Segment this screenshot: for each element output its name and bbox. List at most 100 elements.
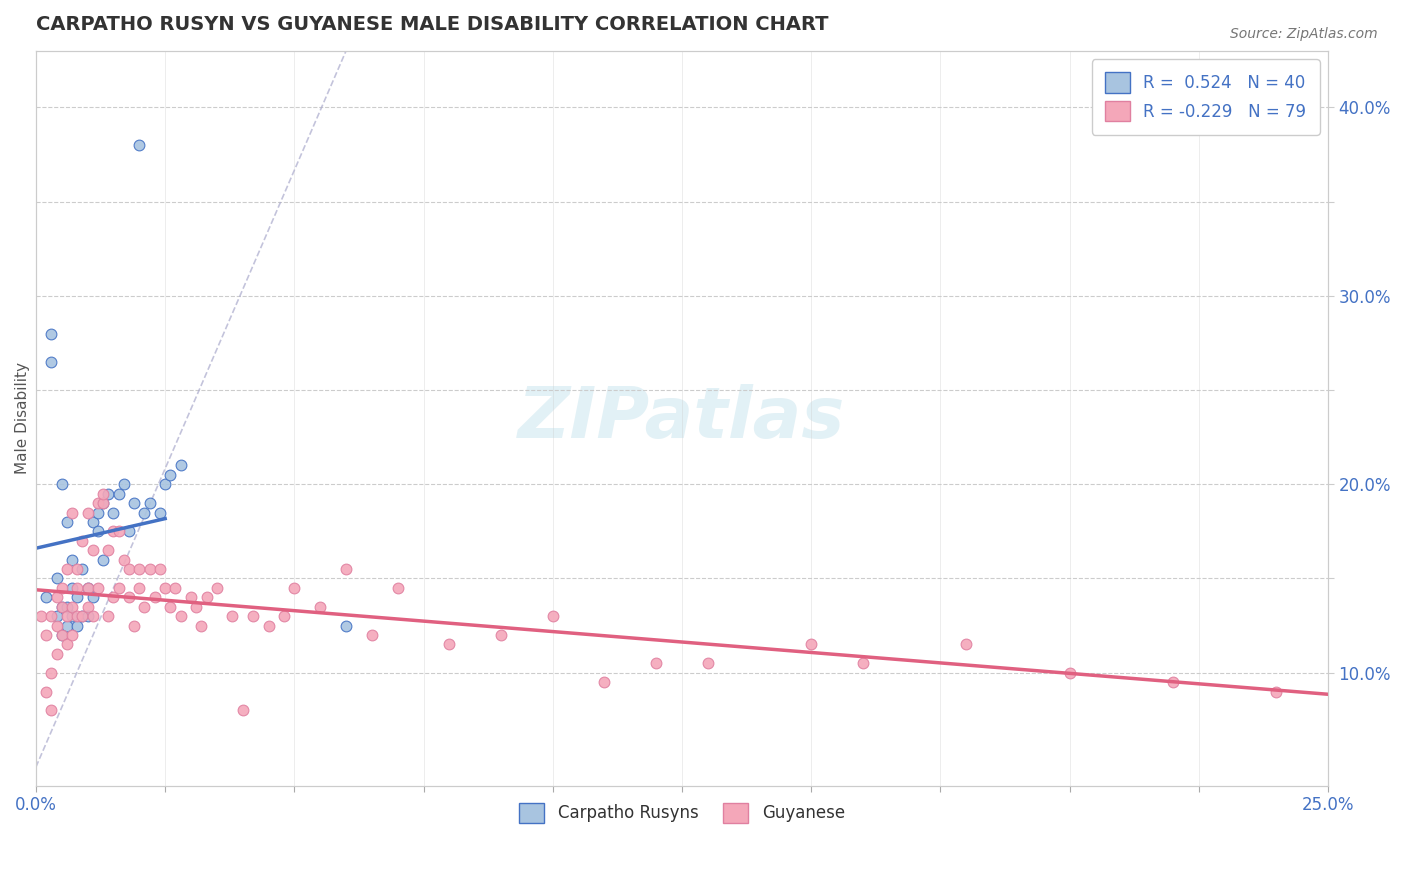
- Point: [134, 599, 156, 614]
- Point: [82, 515, 104, 529]
- Point: [273, 609, 295, 624]
- Point: [221, 609, 243, 624]
- Point: [165, 581, 187, 595]
- Point: [82, 609, 104, 624]
- Point: [138, 496, 160, 510]
- Legend: Carpatho Rusyns, Guyanese: Carpatho Rusyns, Guyanese: [506, 789, 858, 836]
- Point: [107, 486, 129, 500]
- Point: [128, 581, 150, 595]
- Point: [72, 533, 94, 548]
- Point: [56, 515, 79, 529]
- Point: [87, 524, 110, 539]
- Point: [51, 599, 73, 614]
- Point: [60, 628, 83, 642]
- Point: [87, 506, 110, 520]
- Point: [1265, 684, 1288, 698]
- Point: [76, 599, 98, 614]
- Point: [45, 572, 67, 586]
- Point: [852, 657, 875, 671]
- Point: [242, 609, 264, 624]
- Point: [143, 591, 166, 605]
- Point: [72, 562, 94, 576]
- Point: [56, 609, 79, 624]
- Point: [56, 637, 79, 651]
- Point: [593, 675, 616, 690]
- Point: [134, 506, 156, 520]
- Point: [257, 618, 280, 632]
- Point: [97, 543, 120, 558]
- Point: [41, 355, 63, 369]
- Point: [361, 628, 384, 642]
- Point: [60, 552, 83, 566]
- Point: [51, 599, 73, 614]
- Point: [60, 599, 83, 614]
- Point: [439, 637, 461, 651]
- Point: [66, 591, 89, 605]
- Point: [87, 581, 110, 595]
- Point: [112, 552, 135, 566]
- Point: [66, 581, 89, 595]
- Point: [283, 581, 305, 595]
- Point: [128, 562, 150, 576]
- Point: [103, 506, 125, 520]
- Point: [91, 496, 114, 510]
- Point: [35, 684, 58, 698]
- Point: [335, 618, 357, 632]
- Point: [51, 628, 73, 642]
- Point: [149, 506, 172, 520]
- Point: [387, 581, 409, 595]
- Point: [82, 543, 104, 558]
- Point: [45, 609, 67, 624]
- Point: [118, 524, 141, 539]
- Point: [91, 486, 114, 500]
- Point: [159, 467, 181, 482]
- Text: CARPATHO RUSYN VS GUYANESE MALE DISABILITY CORRELATION CHART: CARPATHO RUSYN VS GUYANESE MALE DISABILI…: [37, 15, 828, 34]
- Point: [41, 326, 63, 341]
- Point: [190, 618, 212, 632]
- Point: [45, 647, 67, 661]
- Point: [51, 628, 73, 642]
- Point: [309, 599, 332, 614]
- Point: [159, 599, 181, 614]
- Point: [112, 477, 135, 491]
- Point: [205, 581, 228, 595]
- Point: [103, 524, 125, 539]
- Point: [76, 581, 98, 595]
- Point: [696, 657, 718, 671]
- Point: [91, 496, 114, 510]
- Point: [66, 609, 89, 624]
- Point: [97, 609, 120, 624]
- Point: [128, 138, 150, 153]
- Point: [541, 609, 564, 624]
- Point: [153, 581, 176, 595]
- Point: [118, 562, 141, 576]
- Point: [186, 599, 208, 614]
- Point: [169, 609, 191, 624]
- Point: [800, 637, 823, 651]
- Text: ZIPatlas: ZIPatlas: [519, 384, 845, 453]
- Point: [41, 665, 63, 680]
- Point: [66, 562, 89, 576]
- Point: [35, 591, 58, 605]
- Point: [72, 609, 94, 624]
- Point: [122, 618, 145, 632]
- Point: [1161, 675, 1184, 690]
- Point: [45, 618, 67, 632]
- Point: [195, 591, 218, 605]
- Point: [645, 657, 668, 671]
- Point: [97, 486, 120, 500]
- Text: Source: ZipAtlas.com: Source: ZipAtlas.com: [1230, 27, 1378, 41]
- Point: [118, 591, 141, 605]
- Point: [489, 628, 512, 642]
- Point: [1059, 665, 1081, 680]
- Point: [51, 477, 73, 491]
- Point: [41, 703, 63, 717]
- Point: [45, 591, 67, 605]
- Point: [232, 703, 254, 717]
- Point: [169, 458, 191, 473]
- Point: [87, 496, 110, 510]
- Point: [60, 581, 83, 595]
- Point: [107, 524, 129, 539]
- Point: [60, 506, 83, 520]
- Point: [138, 562, 160, 576]
